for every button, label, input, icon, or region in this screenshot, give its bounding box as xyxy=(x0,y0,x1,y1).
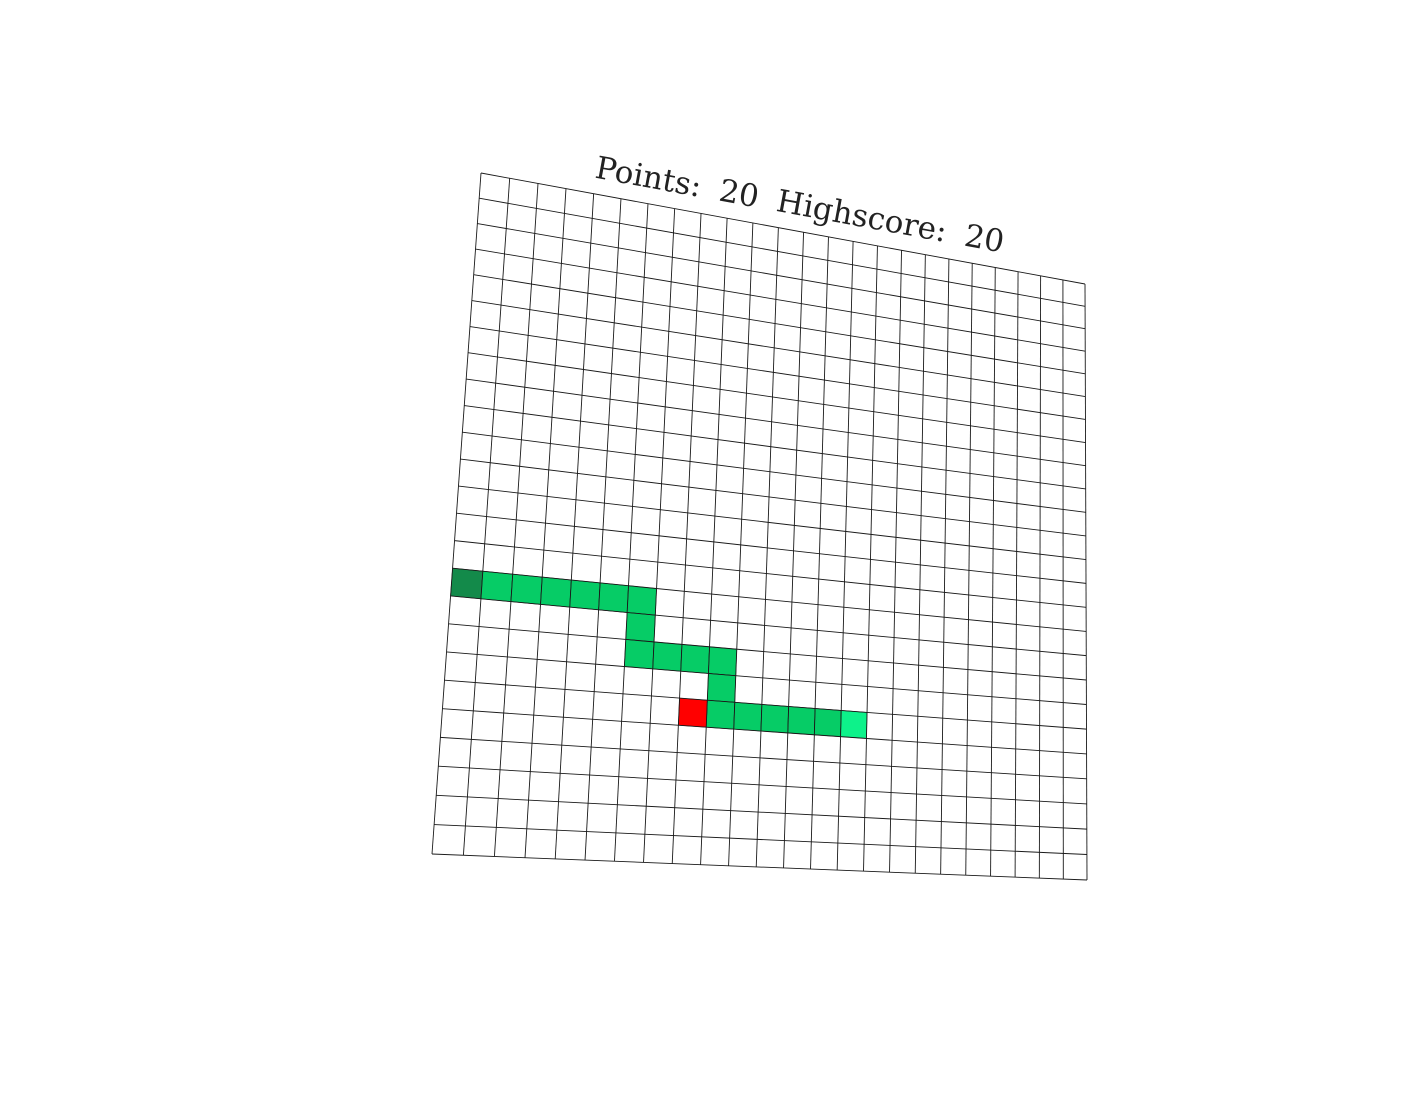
grid-row-line xyxy=(460,458,1086,537)
grid-row-line xyxy=(434,824,1087,855)
grid-row-line xyxy=(454,540,1087,608)
grid-row-line xyxy=(480,172,1086,285)
grid-column-line xyxy=(914,254,926,874)
grid-column-line xyxy=(728,222,754,866)
grid-row-line xyxy=(442,708,1087,755)
grid-row-line xyxy=(440,736,1087,780)
grid-row-line xyxy=(446,651,1087,705)
highscore-value: 20 xyxy=(962,218,1007,261)
grid-column-line xyxy=(1038,275,1042,879)
grid-column-line xyxy=(836,241,854,871)
grid-row-line xyxy=(436,794,1087,830)
snake-body-segment xyxy=(733,702,763,732)
grid-row-line xyxy=(448,623,1087,681)
grid-column-line xyxy=(1084,283,1088,881)
snake-head-segment xyxy=(840,710,868,739)
grid-row-line xyxy=(469,326,1086,420)
snake-body-segment xyxy=(708,646,738,677)
grid-row-line xyxy=(438,765,1087,805)
snake-body-segment xyxy=(705,699,736,730)
snake-body-segment xyxy=(624,639,655,670)
grid-row-line xyxy=(477,223,1086,330)
grid-column-line xyxy=(1014,271,1019,878)
grid-row-line xyxy=(458,485,1086,561)
grid-row-line xyxy=(452,567,1087,632)
highscore-label: Highscore: xyxy=(774,183,950,250)
grid-column-line xyxy=(783,232,804,868)
grid-column-line xyxy=(990,267,996,877)
grid-row-line xyxy=(468,352,1086,443)
grid-row-line xyxy=(466,378,1086,467)
snake-body-segment xyxy=(787,706,816,736)
grid-row-line xyxy=(456,512,1087,584)
grid-row-line xyxy=(431,853,1088,881)
snake-body-segment xyxy=(626,585,657,616)
snake-tail-segment xyxy=(450,567,484,600)
grid-column-line xyxy=(810,236,829,870)
grid-column-line xyxy=(940,258,950,875)
grid-row-line xyxy=(444,679,1087,730)
grid-row-line xyxy=(479,197,1086,307)
snake-body-segment xyxy=(598,582,629,613)
snake-body-segment xyxy=(625,612,656,643)
grid-row-line xyxy=(462,431,1086,513)
food-item xyxy=(678,697,708,728)
grid-row-line xyxy=(471,300,1086,398)
snake-body-segment xyxy=(707,673,737,703)
snake-body-segment xyxy=(814,708,842,737)
snake-body-segment xyxy=(652,641,683,672)
snake-body-segment xyxy=(480,570,514,602)
points-value: 20 xyxy=(716,173,761,216)
board-cells-layer xyxy=(450,567,868,739)
snake-body-segment xyxy=(680,644,710,674)
grid-column-line xyxy=(863,245,878,872)
grid-column-line xyxy=(700,218,728,865)
grid-row-line xyxy=(475,248,1086,352)
snake-body-segment xyxy=(760,704,789,734)
snake-body-segment xyxy=(569,579,601,611)
grid-row-line xyxy=(473,274,1086,375)
grid-column-line xyxy=(965,263,973,876)
snake-body-segment xyxy=(540,576,572,608)
board-grid-lines xyxy=(431,172,1088,881)
grid-column-line xyxy=(755,227,779,867)
grid-row-line xyxy=(464,405,1086,490)
snake-body-segment xyxy=(510,573,543,605)
grid-column-line xyxy=(889,250,902,873)
grid-row-line xyxy=(450,595,1087,657)
